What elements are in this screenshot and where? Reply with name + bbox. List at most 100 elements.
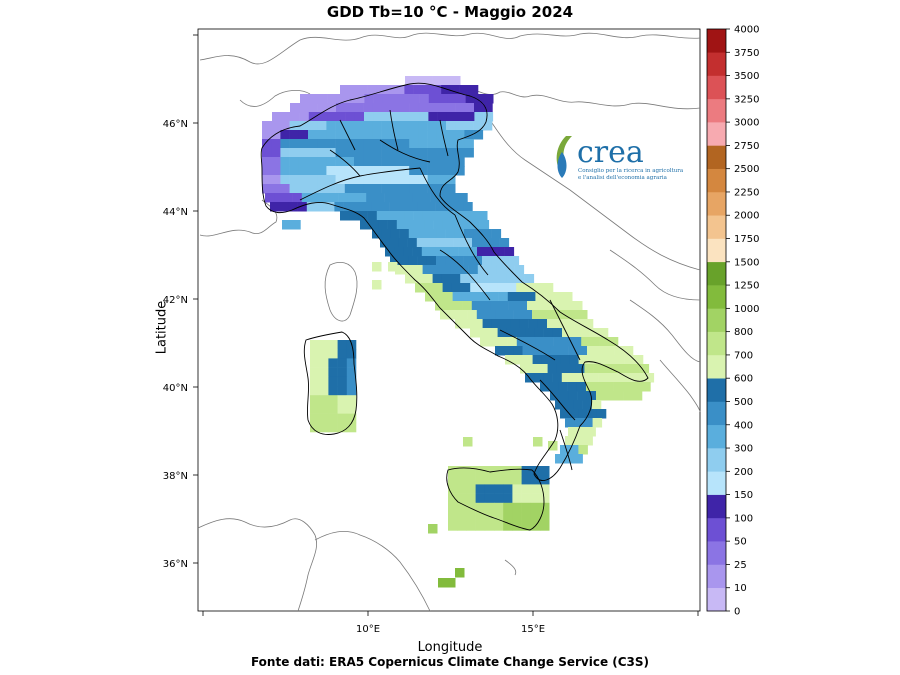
grid-cell: [599, 337, 610, 347]
grid-cell: [443, 292, 453, 302]
grid-cell: [409, 184, 419, 194]
grid-cell: [471, 292, 481, 302]
colorbar-label: 200: [734, 467, 753, 478]
colorbar-swatch: [707, 308, 726, 332]
grid-cell: [535, 337, 545, 347]
grid-cell: [537, 319, 548, 329]
grid-cell: [418, 229, 428, 239]
grid-cell: [427, 184, 438, 194]
grid-cell: [458, 193, 468, 203]
grid-cell: [408, 202, 418, 212]
grid-cell: [346, 367, 357, 378]
grid-cell: [506, 274, 516, 284]
grid-cell: [436, 256, 446, 266]
grid-cell: [320, 193, 330, 203]
grid-cell: [298, 184, 309, 194]
grid-cell: [572, 337, 582, 347]
grid-cell: [406, 220, 416, 230]
grid-cell: [372, 229, 382, 239]
grid-cell: [571, 373, 581, 383]
grid-cell: [381, 184, 392, 194]
grid-cell: [544, 292, 555, 302]
grid-cell: [317, 139, 327, 149]
grid-cell: [441, 265, 451, 275]
grid-cell: [409, 175, 419, 185]
grid-cell: [608, 337, 619, 347]
grid-cell: [404, 85, 414, 95]
grid-cell: [427, 166, 438, 176]
grid-cell: [428, 524, 438, 534]
grid-cell: [516, 337, 527, 347]
colorbar-label: 3750: [734, 48, 759, 59]
grid-cell: [490, 238, 500, 248]
grid-cell: [605, 346, 615, 356]
grid-cell: [424, 283, 434, 293]
grid-cell: [434, 292, 444, 302]
grid-cell: [344, 130, 355, 140]
colorbar-label: 2500: [734, 164, 759, 175]
grid-cell: [427, 139, 438, 149]
grid-cell: [375, 193, 385, 203]
grid-cell: [428, 112, 438, 122]
colorbar-swatch: [707, 75, 726, 100]
grid-cell: [280, 157, 290, 167]
grid-cell: [381, 166, 392, 176]
grid-cell: [543, 283, 554, 293]
grid-cell: [521, 521, 532, 531]
grid-cell: [326, 130, 336, 140]
grid-cell: [301, 193, 312, 203]
grid-cell: [426, 202, 436, 212]
grid-cell: [497, 328, 508, 338]
grid-cell: [280, 139, 290, 149]
grid-cell: [468, 265, 479, 275]
grid-cell: [624, 355, 635, 365]
grid-cell: [328, 413, 338, 424]
grid-cell: [346, 422, 357, 433]
grid-cell: [587, 355, 598, 365]
grid-cell: [446, 166, 456, 176]
grid-cell: [494, 502, 504, 513]
grid-cell: [326, 184, 336, 194]
grid-cell: [335, 184, 346, 194]
colorbar-label: 50: [734, 537, 747, 548]
grid-cell: [308, 148, 318, 158]
grid-cell: [418, 130, 428, 140]
grid-cell: [561, 373, 572, 383]
grid-cell: [432, 211, 442, 221]
grid-cell: [495, 310, 505, 320]
grid-cell: [522, 310, 533, 320]
grid-cell: [262, 166, 272, 176]
grid-cell: [543, 373, 553, 383]
grid-cell: [358, 85, 368, 95]
grid-cell: [390, 139, 401, 149]
grid-cell: [540, 521, 550, 531]
grid-cell: [445, 256, 455, 266]
grid-cell: [319, 386, 329, 396]
grid-cell: [469, 274, 479, 284]
colorbar-frame: [706, 28, 727, 612]
grid-cell: [427, 148, 438, 158]
grid-cell: [455, 103, 466, 113]
grid-cell: [308, 139, 318, 149]
grid-cell: [479, 220, 490, 230]
colorbar-label: 2750: [734, 141, 759, 152]
colorbar-label: 800: [734, 327, 753, 338]
grid-cell: [540, 484, 550, 494]
grid-cell: [337, 404, 348, 414]
grid-cell: [574, 436, 584, 446]
grid-cell: [309, 94, 319, 104]
grid-cell: [444, 301, 454, 311]
grid-cell: [289, 148, 300, 158]
grid-cell: [317, 103, 328, 113]
grid-cell: [338, 193, 349, 203]
grid-cell: [584, 364, 594, 374]
colorbar-label: 2250: [734, 187, 759, 198]
grid-cell: [598, 373, 609, 383]
grid-cell: [345, 103, 355, 113]
grid-cell: [568, 310, 579, 320]
grid-cell: [282, 220, 292, 230]
grid-cell: [427, 229, 437, 239]
grid-cell: [484, 484, 495, 494]
colorbar-swatch: [707, 424, 726, 449]
grid-cell: [491, 256, 501, 266]
